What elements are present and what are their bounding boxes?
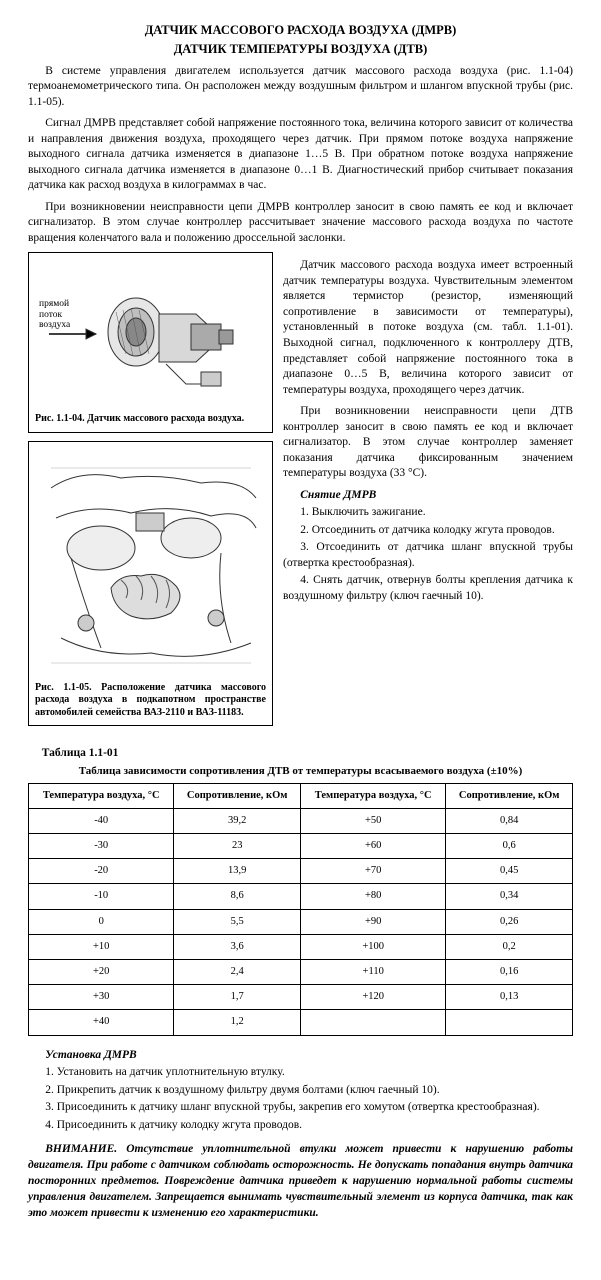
table-cell: -30 xyxy=(29,834,174,859)
table-row: -108,6+800,34 xyxy=(29,884,573,909)
table-header-row: Температура воздуха, °С Сопротивление, к… xyxy=(29,783,573,808)
table-cell: 2,4 xyxy=(174,959,301,984)
table-cell: +50 xyxy=(300,808,445,833)
col-temp-2: Температура воздуха, °С xyxy=(300,783,445,808)
table-row: -2013,9+700,45 xyxy=(29,859,573,884)
col-res-1: Сопротивление, кОм xyxy=(174,783,301,808)
maf-sensor-drawing xyxy=(41,264,261,404)
table-cell: 0,6 xyxy=(446,834,573,859)
install-step-2: 2. Прикрепить датчик к воздушному фильтр… xyxy=(28,1083,573,1099)
table-cell: 5,5 xyxy=(174,909,301,934)
table-cell: 39,2 xyxy=(174,808,301,833)
table-cell: +110 xyxy=(300,959,445,984)
figure-1-arrow-label: прямой поток воздуха xyxy=(39,299,70,330)
table-cell: 0,34 xyxy=(446,884,573,909)
table-cell: +90 xyxy=(300,909,445,934)
table-caption: Таблица зависимости сопротивления ДТВ от… xyxy=(28,764,573,779)
two-column-section: прямой поток воздуха xyxy=(28,252,573,734)
warning-paragraph: ВНИМАНИЕ. Отсутствие уплотнительной втул… xyxy=(28,1141,573,1221)
table-cell: +40 xyxy=(29,1010,174,1035)
col-temp-1: Температура воздуха, °С xyxy=(29,783,174,808)
table-cell: 0,16 xyxy=(446,959,573,984)
paragraph-intro-1: В системе управления двигателем использу… xyxy=(28,64,573,111)
engine-bay-drawing xyxy=(41,458,261,668)
table-row: +202,4+1100,16 xyxy=(29,959,573,984)
removal-step-2: 2. Отсоединить от датчика колодку жгута … xyxy=(283,523,573,539)
figure-1-caption: Рис. 1.1-04. Датчик массового расхода во… xyxy=(35,413,266,426)
table-cell: +30 xyxy=(29,985,174,1010)
removal-step-1: 1. Выключить зажигание. xyxy=(283,505,573,521)
table-cell: +70 xyxy=(300,859,445,884)
table-cell: 8,6 xyxy=(174,884,301,909)
table-cell: +10 xyxy=(29,934,174,959)
table-cell: +60 xyxy=(300,834,445,859)
col-res-2: Сопротивление, кОм xyxy=(446,783,573,808)
table-cell: 0 xyxy=(29,909,174,934)
figure-column: прямой поток воздуха xyxy=(28,252,273,734)
table-row: -4039,2+500,84 xyxy=(29,808,573,833)
subheading-install: Установка ДМРВ xyxy=(28,1048,573,1064)
table-cell: 3,6 xyxy=(174,934,301,959)
table-cell: -20 xyxy=(29,859,174,884)
figure-2-image xyxy=(35,448,266,678)
table-row: +401,2 xyxy=(29,1010,573,1035)
table-cell: 1,2 xyxy=(174,1010,301,1035)
table-cell: 0,26 xyxy=(446,909,573,934)
table-cell: 23 xyxy=(174,834,301,859)
figure-2-caption: Рис. 1.1-05. Расположение датчика массов… xyxy=(35,682,266,720)
table-cell: -40 xyxy=(29,808,174,833)
table-row: +301,7+1200,13 xyxy=(29,985,573,1010)
table-cell xyxy=(446,1010,573,1035)
install-step-3: 3. Присоединить к датчику шланг впускной… xyxy=(28,1100,573,1116)
title-line-1: ДАТЧИК МАССОВОГО РАСХОДА ВОЗДУХА (ДМРВ) xyxy=(28,22,573,39)
title-line-2: ДАТЧИК ТЕМПЕРАТУРЫ ВОЗДУХА (ДТВ) xyxy=(28,41,573,58)
subheading-removal: Снятие ДМРВ xyxy=(283,488,573,504)
paragraph-intro-3: При возникновении неисправности цепи ДМР… xyxy=(28,200,573,247)
table-cell: 13,9 xyxy=(174,859,301,884)
table-cell: +80 xyxy=(300,884,445,909)
figure-1-image: прямой поток воздуха xyxy=(35,259,266,409)
table-cell: 0,45 xyxy=(446,859,573,884)
paragraph-intro-2: Сигнал ДМРВ представляет собой напряжени… xyxy=(28,116,573,194)
table-row: -3023+600,6 xyxy=(29,834,573,859)
table-number: Таблица 1.1-01 xyxy=(28,746,573,762)
table-cell: +100 xyxy=(300,934,445,959)
table-row: 05,5+900,26 xyxy=(29,909,573,934)
figure-2-box: Рис. 1.1-05. Расположение датчика массов… xyxy=(28,441,273,727)
install-step-4: 4. Присоединить к датчику колодку жгута … xyxy=(28,1118,573,1134)
table-cell xyxy=(300,1010,445,1035)
table-body: -4039,2+500,84-3023+600,6-2013,9+700,45-… xyxy=(29,808,573,1035)
paragraph-dtv-1: Датчик массового расхода воздуха имеет в… xyxy=(283,258,573,398)
table-row: +103,6+1000,2 xyxy=(29,934,573,959)
paragraph-dtv-2: При возникновении неисправности цепи ДТВ… xyxy=(283,404,573,482)
table-cell: +120 xyxy=(300,985,445,1010)
resistance-table: Температура воздуха, °С Сопротивление, к… xyxy=(28,783,573,1036)
table-cell: 0,13 xyxy=(446,985,573,1010)
table-cell: +20 xyxy=(29,959,174,984)
removal-step-3: 3. Отсоединить от датчика шланг впускной… xyxy=(283,540,573,571)
figure-1-box: прямой поток воздуха xyxy=(28,252,273,433)
table-cell: 1,7 xyxy=(174,985,301,1010)
text-column: Датчик массового расхода воздуха имеет в… xyxy=(283,252,573,734)
install-step-1: 1. Установить на датчик уплотнительную в… xyxy=(28,1065,573,1081)
removal-step-4: 4. Снять датчик, отвернув болты креплени… xyxy=(283,573,573,604)
table-cell: 0,2 xyxy=(446,934,573,959)
table-cell: -10 xyxy=(29,884,174,909)
table-cell: 0,84 xyxy=(446,808,573,833)
